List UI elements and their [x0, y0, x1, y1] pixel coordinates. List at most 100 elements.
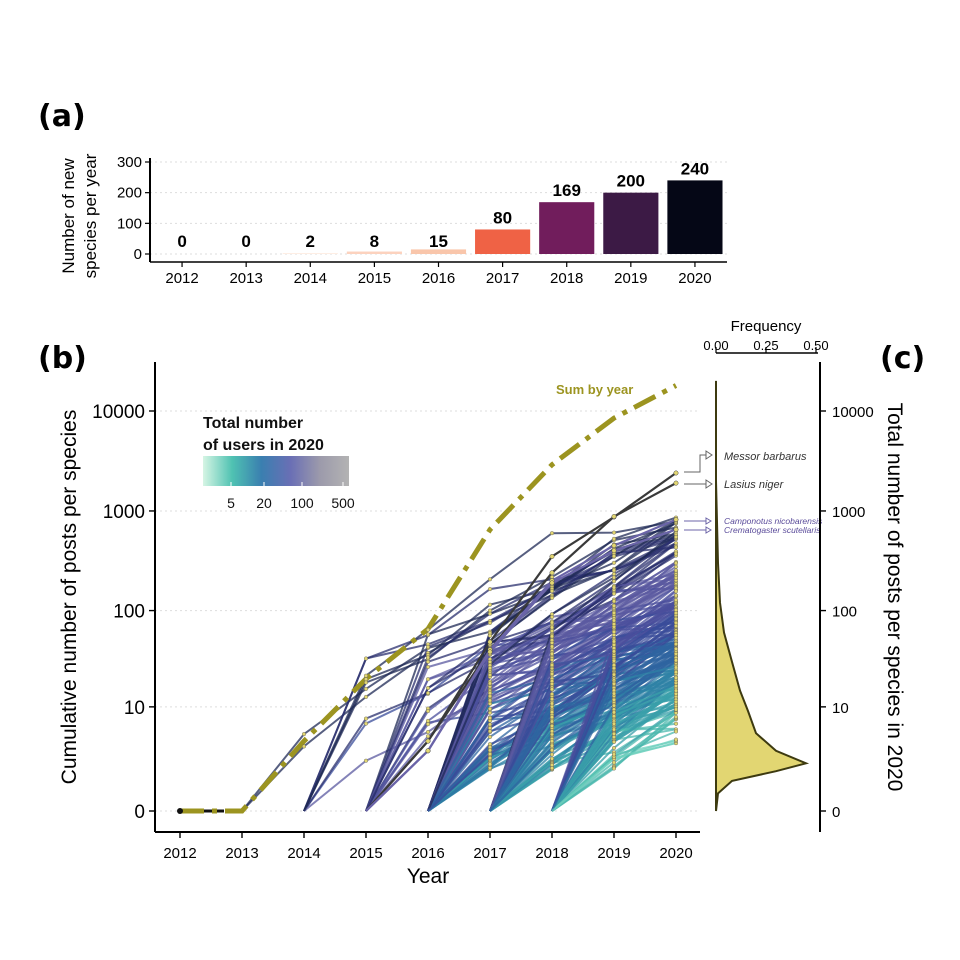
highlighted-species-point: [549, 580, 555, 586]
legend-tick-label: 100: [290, 495, 314, 511]
line-chart-y-tick-label: 10: [124, 698, 145, 719]
line-chart: Sum by year 0 10 100 1000 10000 2012 2013 2014…: [58, 362, 823, 888]
line-chart-y-tick-label: 100: [113, 602, 145, 623]
species-point: [612, 739, 617, 744]
species-line: [489, 656, 677, 812]
highlighted-species-point: [673, 470, 679, 476]
species-point: [488, 633, 493, 638]
legend-title-line2: of users in 2020: [203, 437, 324, 454]
species-point: [364, 680, 369, 685]
species-point: [612, 703, 617, 708]
species-point: [488, 752, 493, 757]
line-chart-y-tick-label: 10000: [92, 402, 145, 423]
species-point: [612, 560, 617, 565]
density-y-ticks: 0 10 100 1000 10000: [820, 404, 874, 821]
species-point: [488, 734, 493, 739]
species-point: [612, 714, 617, 719]
bar-chart-y-tick-label: 200: [117, 185, 142, 202]
species-point: [612, 760, 617, 765]
species-point: [612, 585, 617, 590]
species-point: [364, 656, 369, 661]
highlighted-species-line: [365, 482, 677, 812]
species-point: [612, 629, 617, 634]
highlighted-species-point: [611, 514, 617, 519]
line-chart-x-label: Year: [407, 865, 449, 888]
bar: [667, 180, 723, 254]
species-point: [550, 687, 555, 692]
line-chart-x-tick-label: 2020: [659, 845, 692, 862]
species-point: [674, 699, 679, 704]
species-point: [488, 620, 493, 625]
highlighted-species-point: [487, 639, 493, 645]
legend-tick-label: 20: [256, 495, 272, 511]
species-point: [488, 587, 493, 592]
species-point: [364, 716, 369, 721]
bar-chart-bars: 0 0 2 8 15 80 169 200 240: [177, 159, 723, 254]
species-point: [550, 719, 555, 724]
species-point: [550, 589, 555, 594]
highlighted-species-point: [549, 570, 555, 576]
species-point: [364, 677, 369, 682]
species-point: [674, 675, 679, 680]
species-point: [426, 644, 431, 649]
arrow-icon: [705, 479, 713, 489]
bar-chart-x-tick-label: 2015: [358, 270, 391, 287]
line-chart-y-label: Cumulative number of posts per species: [58, 410, 81, 785]
species-point: [488, 706, 493, 711]
bar: [603, 192, 659, 254]
species-point: [426, 632, 431, 637]
species-point: [674, 551, 679, 556]
species-point: [612, 536, 617, 541]
species-point: [612, 691, 617, 696]
species-point: [488, 659, 493, 664]
species-point: [612, 766, 617, 771]
species-point: [612, 622, 617, 627]
species-point: [426, 677, 431, 682]
species-point: [674, 642, 679, 647]
species-point: [488, 762, 493, 767]
density-y-tick-label: 1000: [832, 504, 865, 521]
legend-color-bar: [203, 456, 349, 486]
annotation-camponotus-nicobarensis: Camponotus nicobarensis: [724, 516, 823, 526]
species-point: [426, 659, 431, 664]
species-point: [612, 572, 617, 577]
species-point: [302, 744, 307, 749]
annotation-connector-messor: [684, 454, 706, 473]
legend-tick-label: 5: [227, 495, 235, 511]
species-point: [426, 627, 431, 632]
bar-value-label: 80: [493, 208, 512, 227]
species-point: [550, 657, 555, 662]
species-point: [612, 710, 617, 715]
species-point: [612, 610, 617, 615]
bar-value-label: 200: [617, 172, 645, 191]
bar: [282, 253, 338, 254]
species-point: [550, 644, 555, 649]
species-point: [364, 758, 369, 763]
species-point: [550, 629, 555, 634]
species-point: [674, 714, 679, 719]
bar-chart-x-tick-label: 2019: [614, 270, 647, 287]
species-line: [489, 585, 677, 812]
species-point: [488, 611, 493, 616]
species-point: [612, 731, 617, 736]
species-point: [488, 602, 493, 607]
legend-tick-label: 500: [331, 495, 355, 511]
highlighted-species-point: [611, 543, 617, 549]
species-point: [674, 564, 679, 569]
species-point: [674, 616, 679, 621]
species-line: [489, 609, 677, 812]
species-point: [674, 646, 679, 651]
species-point: [674, 635, 679, 640]
bar-chart-y-tick-label: 0: [134, 246, 142, 263]
species-point: [488, 681, 493, 686]
density-x-tick-label: 0.25: [753, 338, 778, 353]
highlighted-species-line: [365, 528, 677, 812]
panel-a-label: (a): [38, 99, 86, 134]
density-x-ticks: 0.00 0.25 0.50: [703, 338, 829, 353]
bar-chart-x-tick-label: 2018: [550, 270, 583, 287]
bar: [539, 202, 595, 254]
species-point: [674, 597, 679, 602]
species-point: [550, 752, 555, 757]
